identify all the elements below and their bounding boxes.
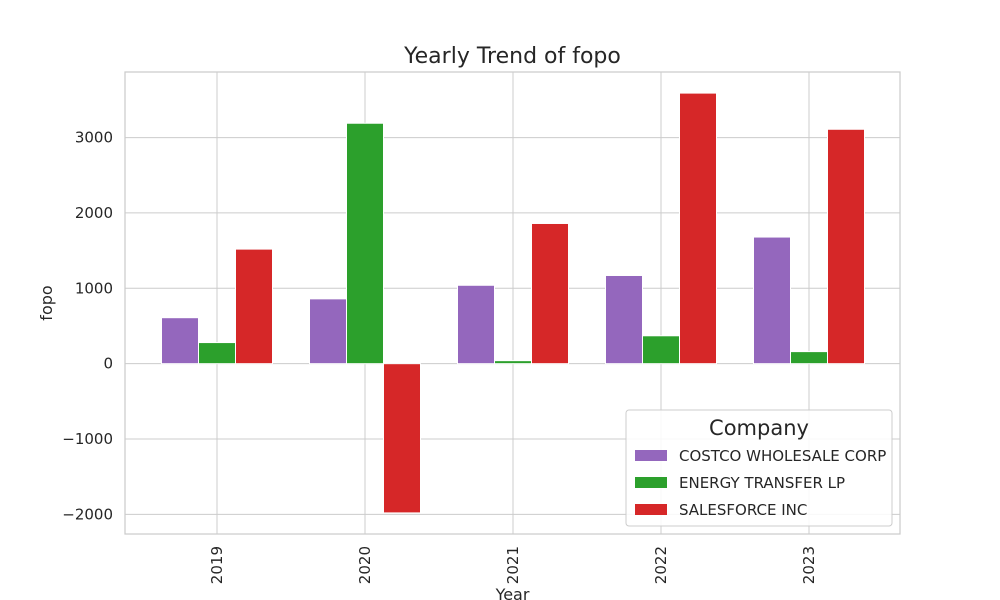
y-tick-label: 3000 <box>75 129 113 147</box>
x-tick-labels: 2019 2020 2021 2022 2023 <box>208 546 818 584</box>
chart-title: Yearly Trend of fopo <box>403 44 621 69</box>
plot-frame <box>124 71 901 535</box>
bar <box>679 92 717 365</box>
legend-entry-label: ENERGY TRANSFER LP <box>679 474 845 492</box>
bar <box>235 248 273 365</box>
legend-title: Company <box>709 416 809 440</box>
bar <box>827 128 865 365</box>
legend-box <box>625 409 893 527</box>
bar <box>198 342 236 365</box>
y-axis-label: fopo <box>37 285 56 320</box>
bar <box>790 351 828 365</box>
bar <box>309 298 347 365</box>
x-tick-label: 2021 <box>504 546 522 584</box>
bar <box>457 284 495 365</box>
x-tick-label: 2020 <box>356 546 374 584</box>
y-tick-label: 1000 <box>75 279 113 297</box>
bar <box>642 335 680 365</box>
legend-swatch <box>635 504 667 515</box>
x-axis-label: Year <box>495 585 530 600</box>
legend-swatch <box>635 477 667 488</box>
legend: Company COSTCO WHOLESALE CORP ENERGY TRAN… <box>625 409 893 527</box>
bar <box>494 360 532 365</box>
bar <box>346 122 384 365</box>
legend-entry-label: COSTCO WHOLESALE CORP <box>679 447 886 465</box>
bar <box>605 274 643 365</box>
x-tick-label: 2019 <box>208 546 226 584</box>
legend-entry-label: SALESFORCE INC <box>679 501 807 519</box>
y-tick-label: −2000 <box>62 505 113 523</box>
x-tick-label: 2022 <box>652 546 670 584</box>
x-tick-label: 2023 <box>800 546 818 584</box>
bar <box>161 317 199 365</box>
y-tick-label: −1000 <box>62 430 113 448</box>
bar <box>753 236 791 365</box>
y-tick-labels: −2000 −1000 0 1000 2000 3000 <box>62 129 113 524</box>
y-tick-label: 0 <box>103 355 113 373</box>
y-tick-label: 2000 <box>75 204 113 222</box>
bar <box>531 222 569 365</box>
legend-swatch <box>635 450 667 461</box>
bars <box>161 92 865 514</box>
bar <box>383 363 421 514</box>
